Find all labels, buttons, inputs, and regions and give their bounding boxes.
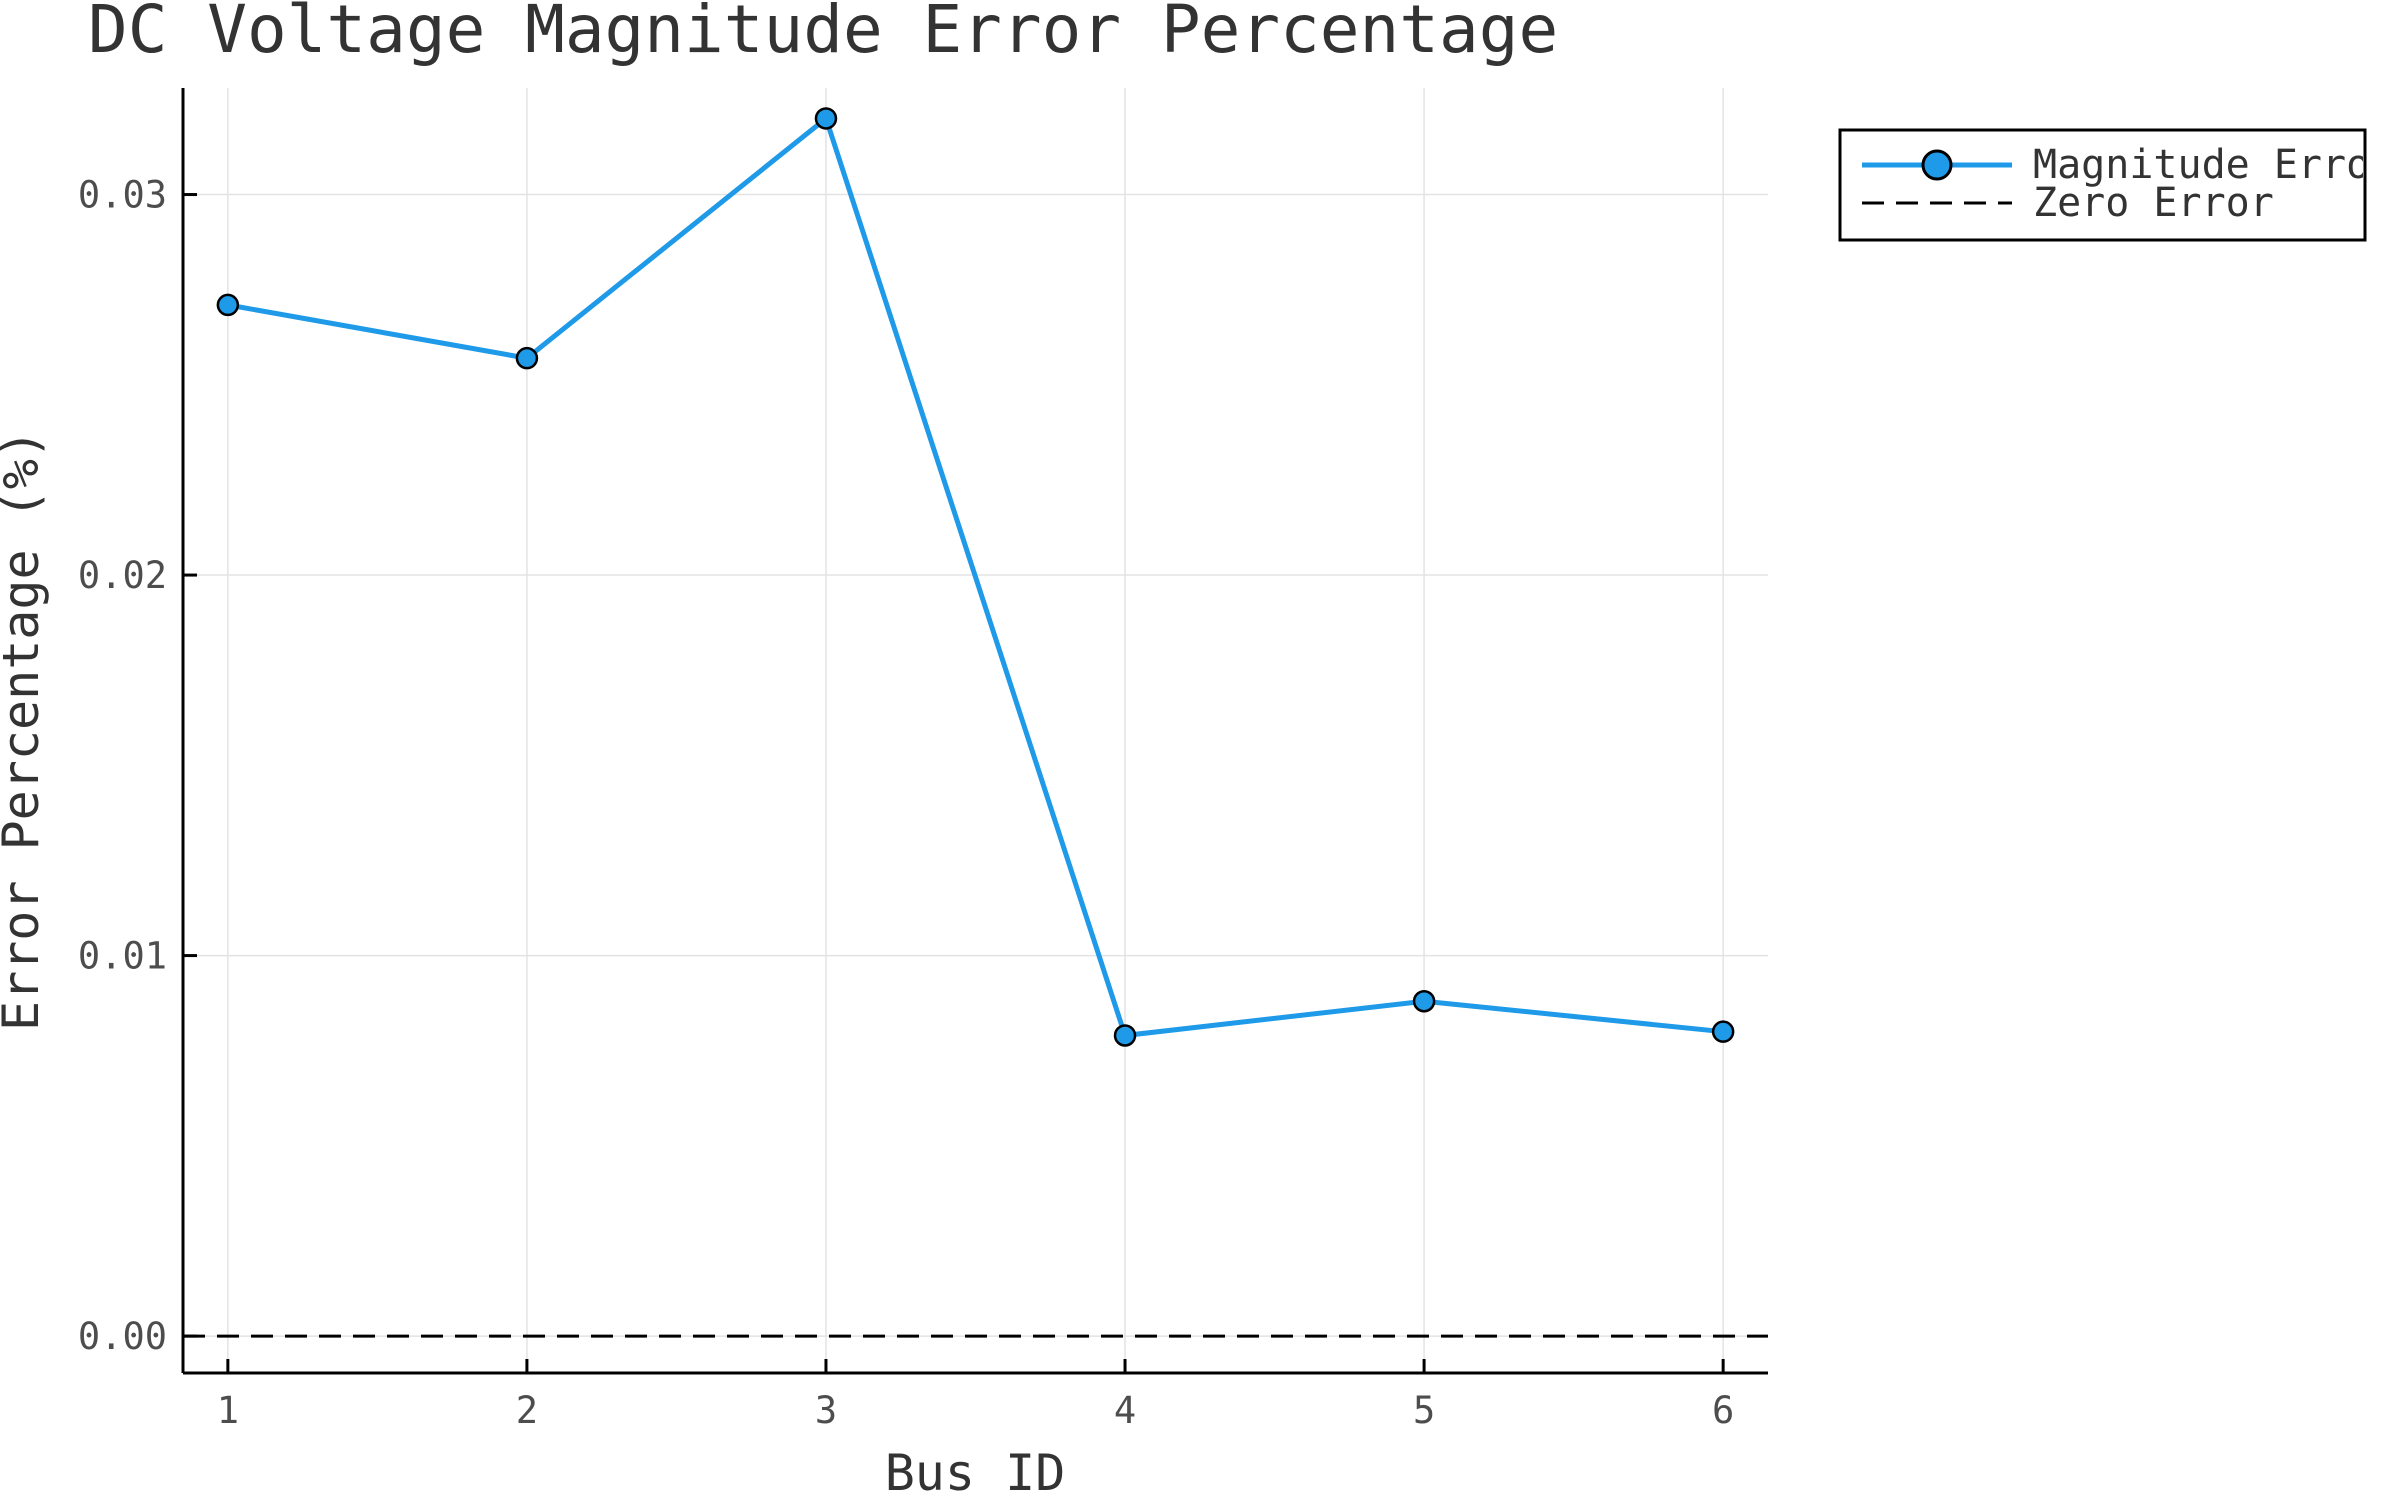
magnitude-error-point: [216, 293, 240, 317]
legend-label-zero-error: Zero Error: [2033, 180, 2274, 226]
y-tick-label: 0.00: [78, 1315, 167, 1358]
x-tick-label: 5: [1413, 1389, 1435, 1432]
magnitude-error-point: [814, 107, 838, 130]
y-axis-label: Error Percentage (%): [0, 429, 50, 1031]
axes: [181, 88, 1768, 1375]
grid: [183, 88, 1768, 1373]
x-tick-label: 3: [815, 1389, 837, 1432]
y-tick-label: 0.03: [78, 174, 167, 217]
y-tick-label: 0.01: [78, 935, 167, 978]
x-tick-label: 1: [217, 1389, 239, 1432]
magnitude-error-point: [1711, 1020, 1735, 1043]
legend-box: [1838, 128, 2367, 242]
legend-text-clip: Magnitude Error Zero Error: [2033, 142, 2394, 226]
legend-magnitude-error-marker: [1921, 149, 1953, 181]
y-tick-label: 0.02: [78, 554, 167, 597]
magnitude-error-line: [227, 115, 1724, 1038]
magnitude-error-point: [515, 346, 539, 370]
x-tick-label: 6: [1712, 1389, 1734, 1432]
series-layer: [183, 107, 1768, 1338]
legend-label-magnitude-error: Magnitude Error: [2033, 142, 2394, 188]
tick-labels: 1 2 3 4 5 6 0.00 0.01 0.02 0.03: [78, 174, 1734, 1432]
x-tick-label: 4: [1114, 1389, 1136, 1432]
x-tick-label: 2: [516, 1389, 538, 1432]
magnitude-error-point: [1412, 989, 1436, 1013]
chart-title: DC Voltage Magnitude Error Percentage: [88, 0, 1558, 68]
legend: Magnitude Error Zero Error: [1838, 128, 2394, 242]
magnitude-error-point: [1113, 1024, 1137, 1047]
x-axis-label: Bus ID: [885, 1444, 1066, 1500]
